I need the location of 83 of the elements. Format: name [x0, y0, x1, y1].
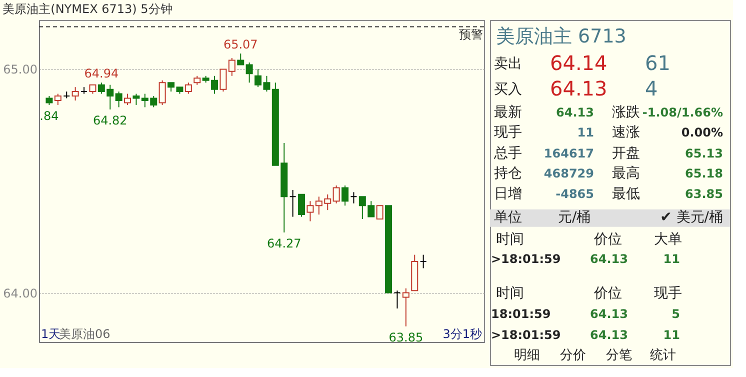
candlestick — [376, 205, 384, 220]
text: 最新 — [494, 104, 522, 120]
text: 总手 — [493, 146, 522, 162]
text: 0.00% — [681, 126, 723, 140]
candlestick — [184, 82, 192, 94]
text: 最低 — [612, 186, 640, 202]
candlestick — [402, 288, 410, 327]
candlestick — [306, 200, 314, 222]
text: 现手 — [494, 124, 522, 141]
text: 64.13 — [590, 252, 628, 266]
text: 大单 — [654, 232, 682, 248]
text: 164617 — [544, 146, 594, 161]
text: 元/桶 — [558, 210, 591, 226]
text: 分笔 — [606, 348, 632, 363]
text: 最高 — [612, 166, 640, 182]
annotation: 64.82 — [92, 113, 128, 128]
candlestick — [54, 93, 62, 106]
text: -1.08/1.66% — [642, 105, 723, 120]
candlestick — [332, 184, 340, 204]
text: 统计 — [650, 348, 676, 363]
text: 速涨 — [612, 124, 640, 141]
text: 现手 — [654, 286, 682, 302]
text: 持仓 — [494, 166, 522, 182]
text: 时间 — [496, 286, 524, 302]
candlestick — [350, 192, 358, 204]
text: 468729 — [544, 166, 594, 181]
text: 11 — [577, 126, 594, 140]
text: 63.85 — [685, 186, 723, 201]
text: 3分1秒 — [442, 327, 482, 341]
candlestick — [228, 58, 236, 76]
annotation: .84 — [40, 108, 59, 123]
candlestick — [298, 194, 306, 218]
candlestick — [394, 290, 401, 309]
text: 64.14 — [550, 50, 608, 75]
candlestick — [289, 189, 296, 218]
text: ✔ 美元/桶 — [660, 210, 723, 226]
text: 5 — [672, 306, 680, 321]
candlestick — [115, 91, 122, 108]
text: -4865 — [556, 186, 594, 201]
text: 11 — [663, 252, 680, 266]
chart-title: 美原油主(NYMEX 6713) 5分钟 — [2, 2, 172, 16]
annotation: 63.85 — [388, 330, 424, 344]
text: 65.13 — [685, 146, 723, 161]
text: 时间 — [496, 232, 524, 248]
text: 64.13 — [590, 328, 628, 342]
text: 开盘 — [612, 146, 640, 162]
text: 64.13 — [556, 105, 594, 120]
text: 单位 — [494, 210, 522, 226]
annotation: 64.94 — [84, 66, 119, 81]
annotation: 1天 — [41, 327, 61, 341]
candlestick — [72, 86, 79, 101]
y-tick-label: 65.00 — [3, 62, 38, 77]
y-tick-label: 64.00 — [3, 286, 38, 300]
candlestick — [246, 62, 253, 84]
text: 64.13 — [590, 306, 628, 321]
text: >18:01:59 — [491, 252, 561, 266]
text: >18:01:59 — [491, 328, 561, 342]
text: 涨跌 — [612, 104, 640, 120]
text: 4 — [645, 76, 658, 101]
candlestick — [420, 254, 427, 269]
annotation: 64.27 — [266, 236, 302, 250]
annotation: 65.07 — [223, 38, 258, 52]
ref-line-label: 预警 — [459, 28, 483, 42]
text: 64.13 — [550, 76, 608, 101]
text: 11 — [663, 328, 680, 342]
candlestick — [342, 184, 349, 206]
text: 美原油主 6713 — [496, 25, 626, 48]
text: 日增 — [494, 186, 522, 202]
text: 买入 — [494, 82, 522, 98]
text: 价位 — [593, 286, 622, 302]
text: 价位 — [593, 232, 622, 248]
candlestick — [220, 68, 227, 92]
candlestick — [158, 80, 166, 106]
candlestick — [132, 93, 140, 106]
annotation: 美原油06 — [59, 327, 110, 341]
text: 18:01:59 — [491, 306, 551, 321]
text: 卖出 — [494, 56, 522, 72]
candlestick — [124, 93, 132, 106]
candlestick — [237, 53, 244, 66]
text: 61 — [645, 50, 670, 75]
text: 明细 — [514, 348, 540, 363]
text: 65.18 — [685, 166, 723, 181]
text: 分价 — [560, 348, 586, 363]
